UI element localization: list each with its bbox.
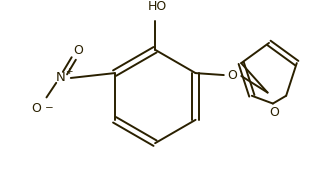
Text: +: +	[65, 67, 73, 76]
Text: O: O	[31, 102, 41, 115]
Text: O: O	[228, 69, 237, 82]
Text: −: −	[45, 103, 54, 113]
Text: O: O	[74, 44, 84, 57]
Text: N: N	[56, 71, 66, 85]
Text: HO: HO	[147, 0, 167, 13]
Text: O: O	[269, 106, 279, 119]
